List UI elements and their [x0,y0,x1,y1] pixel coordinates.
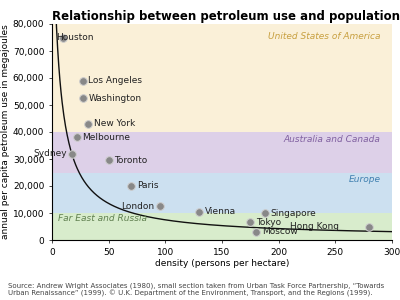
Bar [52,213,392,240]
Text: London: London [121,202,154,211]
Text: Europe: Europe [349,175,381,184]
Bar [52,24,392,132]
Text: Toronto: Toronto [114,156,148,165]
Text: Relationship between petroleum use and population density: Relationship between petroleum use and p… [52,10,400,23]
Text: Australia and Canada: Australia and Canada [284,135,381,144]
Y-axis label: annual per capita petroleum use in megajoules: annual per capita petroleum use in megaj… [1,25,10,239]
Text: Tokyo: Tokyo [256,218,281,227]
Text: Washington: Washington [88,94,141,103]
Text: Sydney: Sydney [33,149,67,158]
Text: Singapore: Singapore [271,208,316,217]
Text: Far East and Russia: Far East and Russia [58,214,147,223]
Bar [52,172,392,213]
Text: New York: New York [94,119,135,128]
Text: Source: Andrew Wright Associates (1980), small section taken from Urban Task For: Source: Andrew Wright Associates (1980),… [8,282,384,297]
Text: Los Angeles: Los Angeles [88,76,142,85]
Text: Vienna: Vienna [205,207,236,216]
Text: Paris: Paris [137,182,158,190]
Text: Hong Kong: Hong Kong [290,222,339,231]
Text: Melbourne: Melbourne [82,133,130,142]
Text: Moscow: Moscow [262,227,298,236]
Bar [52,132,392,172]
X-axis label: density (persons per hectare): density (persons per hectare) [155,260,289,268]
Text: Houston: Houston [56,33,94,42]
Text: United States of America: United States of America [268,32,381,41]
